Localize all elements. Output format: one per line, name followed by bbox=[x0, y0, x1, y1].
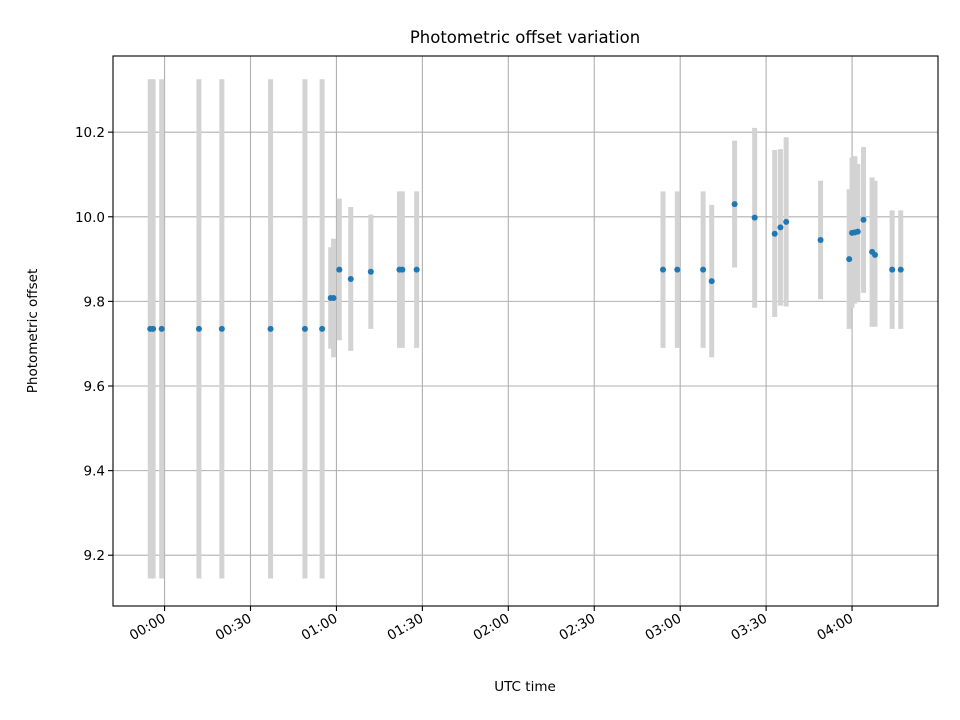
data-point bbox=[195, 325, 202, 332]
data-point bbox=[367, 268, 374, 275]
data-point bbox=[731, 201, 738, 208]
y-tick-label: 9.6 bbox=[84, 379, 105, 395]
data-point bbox=[319, 325, 326, 332]
data-point bbox=[777, 224, 784, 231]
data-point bbox=[846, 256, 853, 263]
data-point bbox=[330, 295, 337, 301]
y-tick-label: 9.4 bbox=[84, 464, 105, 480]
x-axis-label: UTC time bbox=[494, 679, 556, 695]
data-point bbox=[871, 251, 878, 258]
data-point bbox=[783, 218, 790, 225]
data-point bbox=[347, 275, 354, 282]
data-point bbox=[336, 266, 343, 273]
plot-frame bbox=[112, 55, 939, 607]
data-point bbox=[660, 266, 666, 273]
data-point bbox=[771, 230, 778, 237]
data-point bbox=[854, 228, 861, 235]
data-point bbox=[218, 325, 225, 332]
data-point bbox=[700, 266, 707, 273]
data-point bbox=[860, 216, 867, 223]
y-tick-label: 9.8 bbox=[84, 294, 105, 310]
data-point bbox=[267, 325, 274, 332]
data-point bbox=[399, 266, 406, 273]
data-point bbox=[889, 266, 896, 273]
data-point bbox=[413, 266, 420, 273]
chart-title: Photometric offset variation bbox=[410, 28, 640, 47]
data-point bbox=[708, 278, 715, 285]
data-point bbox=[158, 325, 165, 332]
data-point bbox=[817, 237, 824, 244]
data-point bbox=[751, 214, 758, 221]
data-point bbox=[301, 325, 308, 332]
y-tick-label: 10.0 bbox=[75, 210, 105, 226]
y-tick-label: 10.2 bbox=[75, 125, 105, 141]
y-tick-label: 9.2 bbox=[84, 548, 105, 564]
data-point bbox=[897, 266, 904, 273]
y-axis-label: Photometric offset bbox=[25, 269, 41, 393]
data-point bbox=[150, 325, 157, 332]
data-point bbox=[674, 266, 681, 273]
